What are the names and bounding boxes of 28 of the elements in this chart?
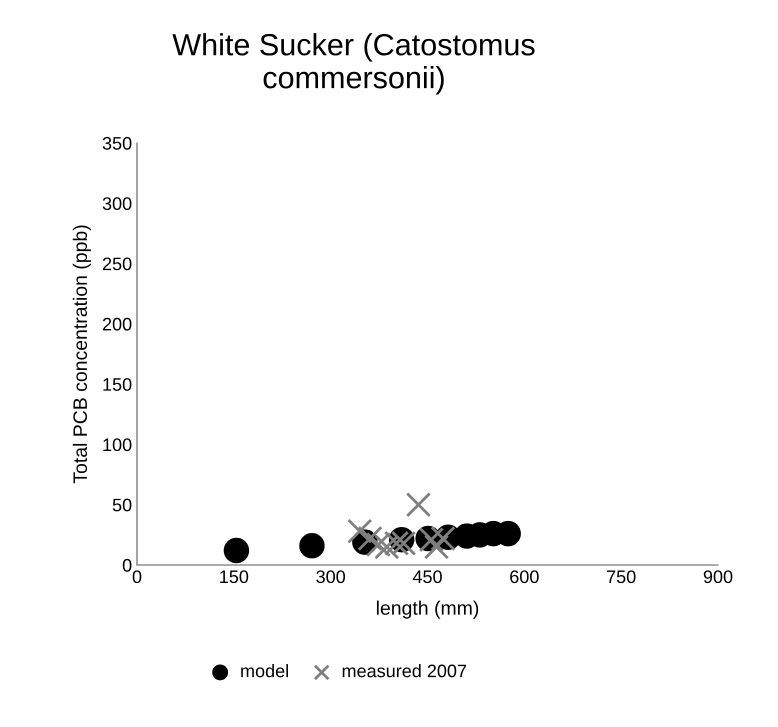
x-tick-label: 600 — [510, 570, 539, 584]
y-tick-label: 250 — [102, 258, 132, 270]
y-tick-label: 100 — [103, 438, 132, 452]
point — [424, 534, 450, 560]
y-axis-title: Total PCB concentration (ppb) — [72, 226, 91, 484]
legend-label: measured 2007 — [342, 664, 466, 678]
x-tick-label: 750 — [607, 570, 636, 584]
x-tick-label: 900 — [704, 570, 732, 584]
y-tick-label: 0 — [122, 558, 132, 572]
x-tick-label: 0 — [132, 570, 142, 584]
x-tick-label: 300 — [316, 570, 346, 584]
y-tick-label: 50 — [112, 498, 132, 512]
point — [224, 538, 250, 564]
y-tick-label: 300 — [102, 197, 132, 210]
point — [357, 526, 383, 552]
x-tick-label: 450 — [412, 570, 442, 584]
y-tick-label: 150 — [103, 378, 132, 391]
point — [430, 526, 456, 552]
y-tick-label: 350 — [102, 136, 132, 150]
chart-title: White Sucker (Catostomus commersonii) — [172, 33, 535, 94]
point — [299, 532, 325, 558]
y-tick-label: 200 — [102, 318, 132, 331]
point — [406, 492, 432, 518]
point — [347, 518, 372, 544]
x-axis-title: length (mm) — [376, 600, 478, 619]
legend-label: model — [241, 664, 288, 678]
x-tick-label: 150 — [220, 570, 248, 584]
point — [374, 534, 400, 560]
